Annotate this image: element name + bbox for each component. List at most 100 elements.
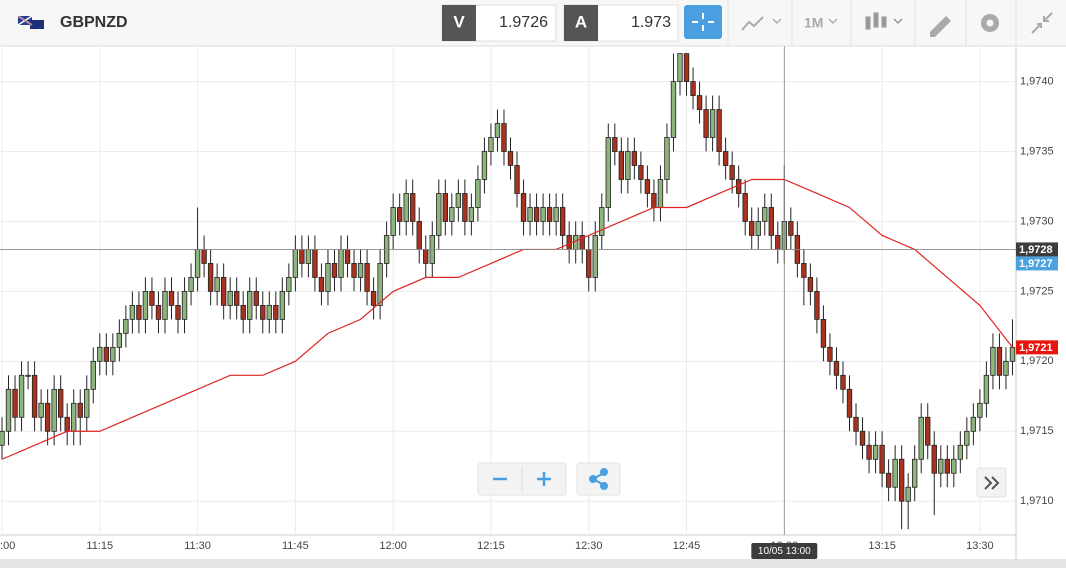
- candle-body: [964, 430, 970, 446]
- candle-body: [5, 388, 12, 432]
- candle-body: [944, 458, 950, 474]
- candle-body: [925, 416, 931, 446]
- candle-body: [214, 277, 220, 292]
- candle-body: [931, 444, 937, 474]
- flag-icon: [17, 15, 44, 29]
- candle-body: [123, 318, 129, 334]
- settings-button[interactable]: [981, 14, 999, 32]
- candle-body: [872, 444, 879, 460]
- candle-body: [657, 179, 664, 208]
- candle-body: [292, 249, 299, 278]
- y-tick-label: 1,9735: [1020, 145, 1054, 157]
- candle-body: [90, 360, 96, 390]
- candle-body: [722, 151, 729, 166]
- candle-body: [403, 193, 409, 222]
- candle-body: [1003, 360, 1009, 376]
- candle-body: [801, 263, 807, 278]
- candle-body: [735, 179, 742, 194]
- candle-body: [820, 318, 827, 348]
- candle-body: [599, 207, 605, 236]
- price-label: 1,9727: [1019, 258, 1053, 270]
- candle-body: [168, 290, 175, 306]
- x-tick-label: 11:00: [0, 540, 15, 552]
- chart-type-button[interactable]: [741, 16, 782, 31]
- candle-body: [533, 207, 540, 222]
- candle-body: [996, 346, 1003, 376]
- price-label: 1,9721: [1019, 342, 1053, 354]
- candle-body: [38, 402, 44, 418]
- crosshair-price-label: 1,9728: [1019, 244, 1053, 256]
- candle-body: [762, 207, 768, 222]
- candle-body: [240, 304, 246, 320]
- candle-body: [898, 458, 905, 502]
- candle-body: [618, 151, 625, 180]
- candle-body: [520, 193, 527, 222]
- candle-body: [442, 193, 448, 222]
- candle-body: [507, 151, 514, 166]
- candle-body: [775, 235, 781, 250]
- candle-body: [977, 402, 983, 418]
- candle-body: [651, 193, 657, 208]
- price-label-box: [1016, 256, 1058, 271]
- candle-body: [768, 207, 774, 236]
- plot: [0, 46, 1016, 535]
- candle-body: [846, 388, 853, 418]
- candle-body: [194, 249, 201, 278]
- candle-body: [410, 193, 416, 222]
- candle-body: [449, 207, 455, 222]
- candle-body: [436, 193, 442, 236]
- candle-body: [1009, 346, 1016, 362]
- candle-body: [494, 123, 501, 138]
- candle-body: [807, 277, 814, 292]
- price-label-box: [1016, 340, 1058, 355]
- candle-body: [586, 249, 592, 278]
- candle-body: [553, 207, 559, 222]
- candle-body: [488, 137, 494, 152]
- timeframe[interactable]: 1M: [804, 15, 823, 31]
- candle-body: [912, 458, 918, 488]
- candle-body: [859, 430, 866, 446]
- candle-body: [305, 249, 312, 264]
- x-tick-label: 12:15: [477, 540, 505, 552]
- candle-body: [983, 374, 990, 404]
- candle-body: [749, 221, 755, 236]
- candle-body: [605, 137, 611, 208]
- candle-body: [566, 235, 572, 250]
- candle-body: [220, 277, 227, 306]
- candle-body: [742, 193, 748, 222]
- candle-body: [97, 346, 103, 362]
- candle-body: [729, 165, 735, 180]
- candle-body: [638, 165, 644, 180]
- crosshair-time-label: 10/05 13:00: [758, 546, 811, 557]
- candle-body: [351, 263, 357, 278]
- crosshair-price-label-box: [1016, 242, 1058, 257]
- candle-body: [201, 249, 207, 264]
- candle-body: [110, 346, 116, 362]
- candle-body: [827, 346, 833, 362]
- crosshair-button[interactable]: [684, 5, 722, 39]
- collapse-button[interactable]: [1031, 12, 1053, 34]
- candle-body: [866, 444, 872, 460]
- candle-type-button[interactable]: [865, 12, 903, 30]
- x-tick-label: 12:00: [379, 540, 407, 552]
- draw-tool-button[interactable]: [930, 16, 951, 37]
- bid-label-box: [442, 5, 476, 41]
- candle-body: [273, 304, 279, 320]
- candle-body: [260, 304, 266, 320]
- candle-body: [885, 472, 892, 488]
- candle-body: [840, 374, 846, 390]
- candle-body: [690, 81, 696, 96]
- y-tick-label: 1,9720: [1020, 355, 1054, 367]
- zoom-in-button[interactable]: [537, 472, 551, 486]
- candle-body: [957, 444, 964, 460]
- share-button[interactable]: [589, 468, 608, 490]
- candle-body: [664, 137, 670, 180]
- candle-body: [644, 179, 651, 194]
- candle-body: [279, 290, 286, 320]
- candle-body: [416, 221, 422, 250]
- y-tick-label: 1,9730: [1020, 215, 1054, 227]
- candle-body: [625, 151, 631, 180]
- candle-body: [951, 458, 957, 474]
- scroll-end-button[interactable]: [984, 476, 1000, 490]
